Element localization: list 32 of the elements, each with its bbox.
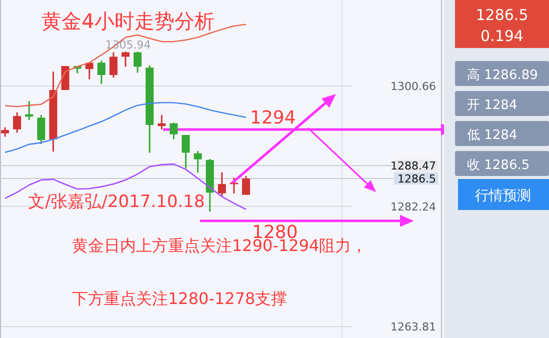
candlestick [122,50,130,68]
candlestick [158,114,166,130]
line-series [4,163,247,210]
y-tick-label: 1300.66 [390,80,436,93]
text: 0.194 [480,27,524,45]
ref-line-label: 1288.47 [390,160,436,173]
candlestick [194,150,202,174]
candlestick [109,52,118,78]
candlestick [13,112,22,134]
annotation: 下方重点关注1280-1278支撑 [72,289,288,308]
text: 1286.5 [476,6,528,24]
candlestick [97,60,106,85]
ref-line-label: 1286.5 [398,172,436,186]
candlestick [1,126,10,138]
text: 开 1284 [467,98,518,113]
candlestick [242,175,250,196]
candlestick [218,172,226,197]
y-tick-label: 1263.81 [390,320,436,334]
line-series [4,102,247,153]
candlestick [134,50,142,74]
text: 行情预测 [475,188,531,204]
ref-line-label: 1294 [250,107,296,128]
y-tick-label: 1282.24 [390,200,436,214]
text: 低 1284 [467,128,518,143]
annotation: 文/张嘉弘/2017.10.18 [28,192,205,212]
text: 黄金4小时走势分析 [42,9,214,33]
candlestick [170,122,178,140]
candlestick [182,134,190,170]
text: 收 1286.5 [467,158,530,173]
text: 高 1286.89 [467,67,538,83]
candlestick [37,114,46,145]
candlestick [61,65,70,91]
